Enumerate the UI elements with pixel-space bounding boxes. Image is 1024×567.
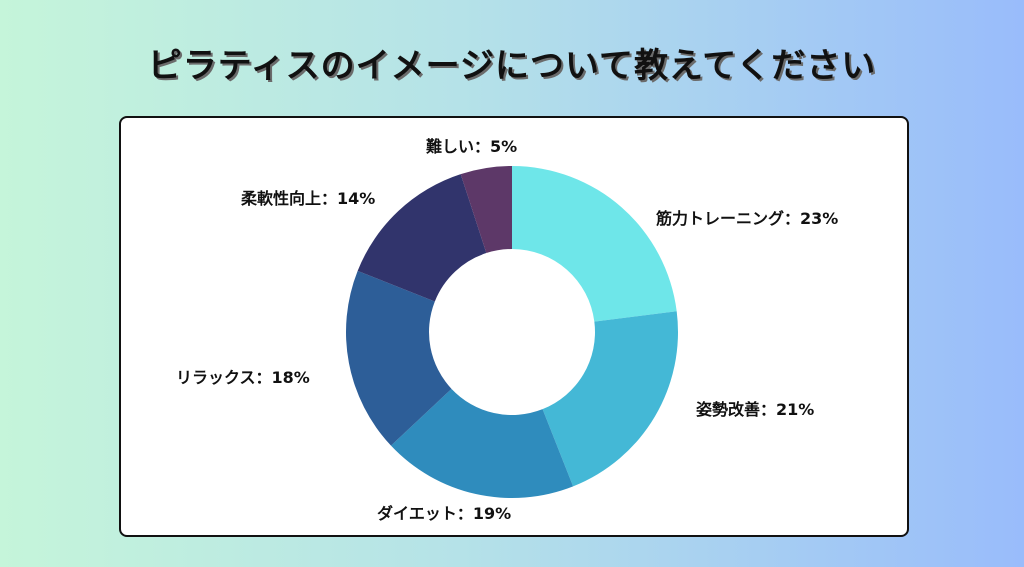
slice-relax [346, 270, 452, 446]
slice-label-posture: 姿勢改善：21% [696, 400, 815, 419]
slice-posture [542, 311, 678, 487]
slice-label-flexibility: 柔軟性向上：14% [241, 189, 376, 208]
slice-label-relax: リラックス：18% [176, 368, 310, 387]
slice-strength [512, 166, 677, 322]
slice-difficult [460, 166, 512, 254]
slice-label-difficult: 難しい：5% [426, 137, 518, 156]
slice-flexibility [357, 174, 487, 302]
slice-diet [390, 388, 574, 498]
chart-title: ピラティスのイメージについて教えてください [147, 46, 877, 86]
slice-label-diet: ダイエット：19% [377, 504, 512, 523]
slice-label-strength: 筋力トレーニング：23% [656, 209, 839, 228]
